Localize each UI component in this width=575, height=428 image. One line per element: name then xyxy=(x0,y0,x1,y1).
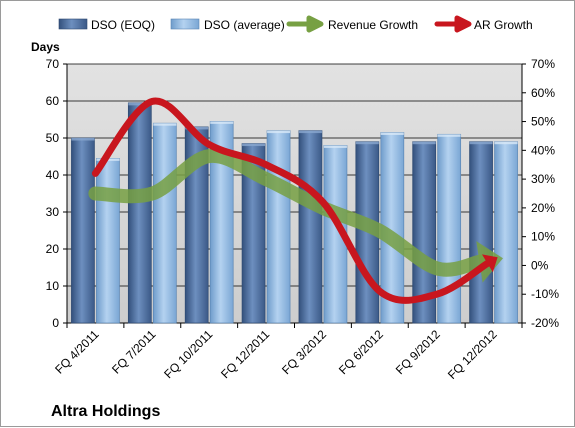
legend-item-dso-eoq: DSO (EOQ) xyxy=(59,18,155,32)
y2-tick-label: 30% xyxy=(531,172,555,186)
legend: DSO (EOQ) DSO (average) Revenue Growth A… xyxy=(59,18,533,32)
y2-tick-label: -20% xyxy=(531,316,559,330)
x-tick-label: FQ 10/2011 xyxy=(161,327,215,381)
bar-dso-eoq-highlight xyxy=(470,142,493,145)
bar-dso-eoq xyxy=(299,131,322,323)
bar-dso-average xyxy=(96,158,119,323)
x-tick-label: FQ 7/2011 xyxy=(109,327,159,377)
y2-tick-label: 40% xyxy=(531,143,555,157)
bar-dso-eoq-highlight xyxy=(299,131,322,134)
bar-dso-average-highlight xyxy=(324,145,347,148)
y2-tick-label: 60% xyxy=(531,86,555,100)
y2-tick-label: 10% xyxy=(531,230,555,244)
bar-dso-eoq-highlight xyxy=(356,142,379,145)
legend-swatch-dso-average xyxy=(171,19,199,29)
y-tick-label: 40 xyxy=(46,168,60,182)
y2-tick-label: 50% xyxy=(531,115,555,129)
y-tick-label: 10 xyxy=(46,279,60,293)
bar-dso-average-highlight xyxy=(153,123,176,126)
legend-label-dso-eoq: DSO (EOQ) xyxy=(91,18,155,32)
y-tick-label: 60 xyxy=(46,94,60,108)
chart-title: Altra Holdings xyxy=(51,403,160,420)
bar-dso-average xyxy=(153,123,176,323)
legend-label-ar-growth: AR Growth xyxy=(474,18,533,32)
x-tick-label: FQ 12/2012 xyxy=(445,327,500,382)
bar-dso-average-highlight xyxy=(381,132,404,135)
x-tick-label: FQ 6/2012 xyxy=(336,327,386,377)
y2-tick-label: -10% xyxy=(531,287,559,301)
y-tick-label: 0 xyxy=(52,316,59,330)
y-tick-label: 70 xyxy=(46,57,60,71)
bar-dso-eoq-highlight xyxy=(71,138,94,141)
bar-dso-eoq xyxy=(71,138,94,323)
bar-dso-eoq-highlight xyxy=(242,144,265,147)
legend-swatch-ar-growth xyxy=(437,18,469,30)
legend-item-dso-average: DSO (average) xyxy=(171,18,285,32)
x-tick-label: FQ 3/2012 xyxy=(279,327,329,377)
bar-dso-average xyxy=(495,142,518,323)
bar-dso-average-highlight xyxy=(438,134,461,137)
legend-item-ar-growth: AR Growth xyxy=(437,18,533,32)
bar-dso-average xyxy=(267,131,290,323)
y2-tick-label: 20% xyxy=(531,201,555,215)
y2-tick-label: 0% xyxy=(531,258,549,272)
legend-swatch-dso-eoq xyxy=(59,19,87,29)
legend-swatch-revenue-growth xyxy=(289,18,321,30)
x-tick-label: FQ 12/2011 xyxy=(218,327,272,381)
y2-tick-label: 70% xyxy=(531,57,555,71)
y-axis-right: -20% -10% 0% 10% 20% 30% 40% 50% 60% 70% xyxy=(522,57,559,330)
legend-item-revenue-growth: Revenue Growth xyxy=(289,18,418,32)
bar-dso-eoq-highlight xyxy=(413,142,436,145)
y-tick-label: 30 xyxy=(46,205,60,219)
x-tick-label: FQ 4/2011 xyxy=(52,327,102,377)
y-tick-label: 50 xyxy=(46,131,60,145)
y-tick-label: 20 xyxy=(46,242,60,256)
bar-dso-eoq xyxy=(128,103,151,323)
legend-label-revenue-growth: Revenue Growth xyxy=(328,18,418,32)
x-tick-label: FQ 9/2012 xyxy=(393,327,443,377)
bar-dso-average-highlight xyxy=(495,142,518,145)
bar-dso-average-highlight xyxy=(267,131,290,134)
legend-label-dso-average: DSO (average) xyxy=(204,18,285,32)
bar-dso-eoq xyxy=(470,142,493,323)
bar-dso-average-highlight xyxy=(210,121,233,124)
y-axis-title: Days xyxy=(31,40,60,54)
